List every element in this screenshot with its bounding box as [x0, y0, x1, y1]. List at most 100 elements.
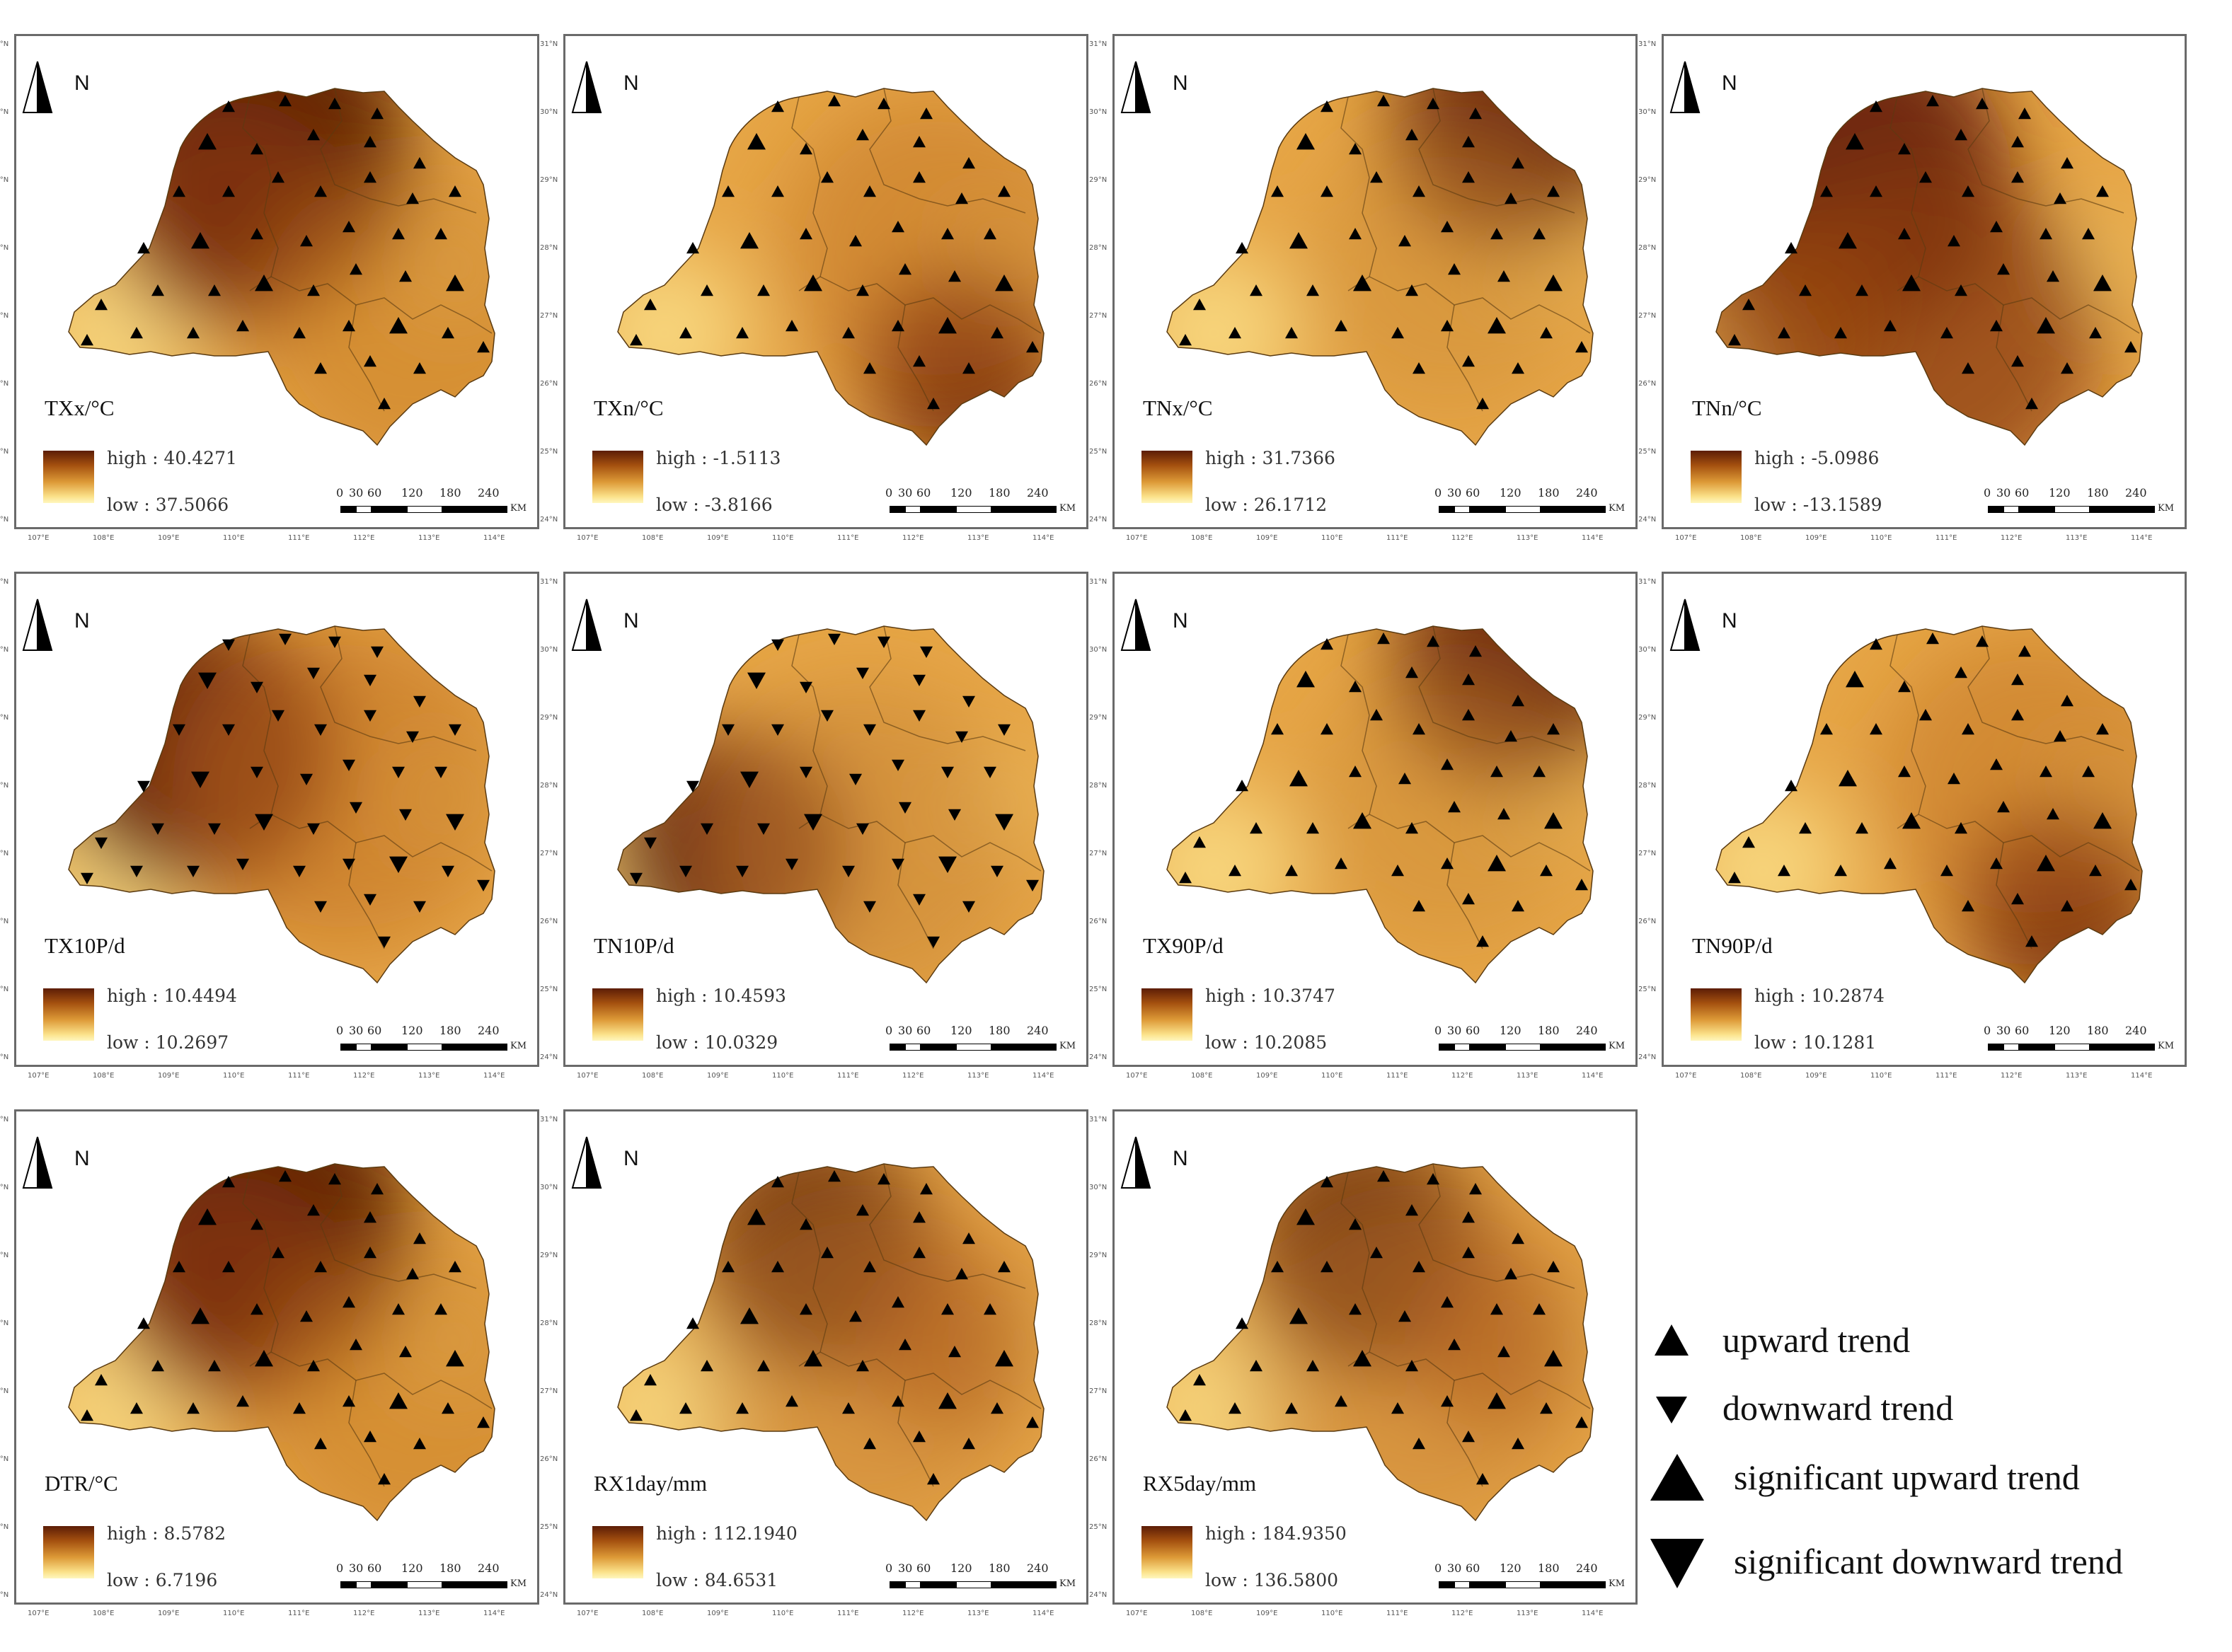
- admin-boundary: [320, 1163, 477, 1289]
- longitude-tick: 110°E: [772, 1072, 794, 1080]
- region-map: [1166, 625, 1594, 984]
- scale-bar-ticks: 0 30 60 120 180 240: [1434, 1561, 1626, 1580]
- station-upward-trend-icon: [722, 185, 735, 197]
- admin-boundary: [270, 276, 493, 334]
- station-upward-trend-icon: [1398, 235, 1411, 247]
- latitude-tick: 27°N: [0, 1387, 9, 1395]
- station-upward-trend-icon: [1349, 143, 1362, 155]
- station-upward-trend-icon: [208, 1360, 221, 1372]
- station-upward-trend-icon: [1296, 671, 1315, 688]
- scale-bar-segment: [2019, 506, 2054, 513]
- latitude-tick: 24°N: [1638, 516, 1657, 524]
- station-upward-trend-icon: [913, 355, 926, 367]
- station-upward-trend-icon: [1870, 100, 1882, 112]
- admin-boundary: [1418, 625, 1575, 751]
- station-upward-trend-icon: [1193, 299, 1206, 311]
- station-upward-trend-icon: [804, 275, 822, 291]
- upward-trend-icon: [1655, 1324, 1689, 1356]
- station-upward-trend-icon: [2011, 136, 2024, 148]
- station-downward-trend-icon: [364, 710, 376, 722]
- station-downward-trend-icon: [343, 759, 355, 771]
- station-upward-trend-icon: [1413, 1261, 1425, 1273]
- longitude-tick: 111°E: [837, 1610, 859, 1617]
- station-upward-trend-icon: [1948, 773, 1960, 785]
- station-upward-trend-icon: [800, 143, 812, 155]
- scale-unit: KM: [1609, 503, 1626, 514]
- station-upward-trend-icon: [1547, 1261, 1560, 1273]
- station-downward-trend-icon: [955, 731, 968, 743]
- station-downward-trend-icon: [251, 766, 263, 778]
- latitude-tick: 28°N: [1089, 1319, 1108, 1327]
- station-upward-trend-icon: [446, 275, 464, 291]
- station-downward-trend-icon: [392, 766, 405, 778]
- longitude-tick: 107°E: [28, 534, 50, 542]
- station-upward-trend-icon: [1289, 1307, 1308, 1324]
- station-downward-trend-icon: [828, 633, 841, 645]
- scale-tick-label: 30: [1447, 486, 1462, 499]
- color-ramp-swatch: [1141, 1526, 1192, 1578]
- latitude-tick: 29°N: [1089, 176, 1108, 184]
- scale-tick-label: 180: [2087, 1024, 2109, 1037]
- station-upward-trend-icon: [630, 334, 643, 346]
- legend-low-value: low : 136.5800: [1205, 1570, 1339, 1590]
- latitude-tick: 29°N: [0, 714, 9, 722]
- station-upward-trend-icon: [137, 242, 150, 254]
- station-upward-trend-icon: [962, 1232, 975, 1244]
- longitude-tick: 108°E: [93, 1072, 115, 1080]
- station-upward-trend-icon: [293, 327, 306, 339]
- station-upward-trend-icon: [1547, 185, 1560, 197]
- scale-tick-label: 240: [478, 486, 500, 499]
- station-upward-trend-icon: [920, 1183, 933, 1195]
- admin-boundary: [242, 634, 279, 829]
- station-upward-trend-icon: [314, 1261, 327, 1273]
- station-downward-trend-icon: [208, 823, 221, 835]
- color-ramp-swatch: [1691, 988, 1742, 1041]
- latitude-tick: 27°N: [1089, 312, 1108, 320]
- station-upward-trend-icon: [828, 1170, 841, 1182]
- station-upward-trend-icon: [1884, 857, 1897, 870]
- scale-bar-segment: [1439, 506, 1454, 513]
- station-downward-trend-icon: [984, 766, 996, 778]
- station-upward-trend-icon: [1427, 635, 1439, 647]
- scale-tick-label: 60: [1466, 486, 1480, 499]
- station-downward-trend-icon: [962, 901, 975, 913]
- longitude-tick: 111°E: [837, 534, 859, 542]
- longitude-tick: 113°E: [1517, 1610, 1538, 1617]
- scale-tick-label: 30: [898, 486, 913, 499]
- station-upward-trend-icon: [892, 320, 904, 332]
- station-upward-trend-icon: [1834, 327, 1847, 339]
- station-upward-trend-icon: [1321, 100, 1333, 112]
- station-upward-trend-icon: [913, 1431, 926, 1443]
- station-upward-trend-icon: [962, 157, 975, 169]
- station-upward-trend-icon: [1990, 221, 2003, 233]
- station-upward-trend-icon: [442, 1402, 454, 1414]
- station-upward-trend-icon: [477, 1416, 490, 1428]
- station-upward-trend-icon: [1488, 317, 1506, 334]
- station-upward-trend-icon: [1962, 900, 1974, 912]
- station-upward-trend-icon: [878, 98, 890, 110]
- station-upward-trend-icon: [279, 95, 292, 107]
- latitude-tick: 29°N: [1638, 176, 1657, 184]
- station-upward-trend-icon: [2037, 317, 2055, 334]
- scale-bar-segment: [991, 506, 1057, 513]
- scale-tick-label: 240: [478, 1561, 500, 1575]
- station-upward-trend-icon: [1742, 299, 1755, 311]
- scale-bar-segment: [1454, 1044, 1470, 1051]
- station-upward-trend-icon: [1306, 284, 1319, 296]
- station-upward-trend-icon: [747, 133, 766, 150]
- station-upward-trend-icon: [899, 1339, 911, 1351]
- scale-bar-ticks: 0 30 60 120 180 240: [1434, 1024, 1626, 1042]
- latitude-tick: 27°N: [1089, 1387, 1108, 1395]
- admin-boundary: [1418, 88, 1575, 214]
- station-upward-trend-icon: [1462, 709, 1475, 721]
- latitude-tick: 25°N: [0, 1523, 9, 1531]
- station-upward-trend-icon: [399, 270, 412, 282]
- station-upward-trend-icon: [222, 1176, 235, 1188]
- station-downward-trend-icon: [913, 894, 926, 906]
- station-upward-trend-icon: [1785, 780, 1797, 792]
- station-upward-trend-icon: [1285, 327, 1298, 339]
- station-upward-trend-icon: [1884, 320, 1897, 332]
- station-upward-trend-icon: [800, 228, 812, 240]
- latitude-tick: 31°N: [0, 1116, 9, 1124]
- station-upward-trend-icon: [1469, 108, 1482, 120]
